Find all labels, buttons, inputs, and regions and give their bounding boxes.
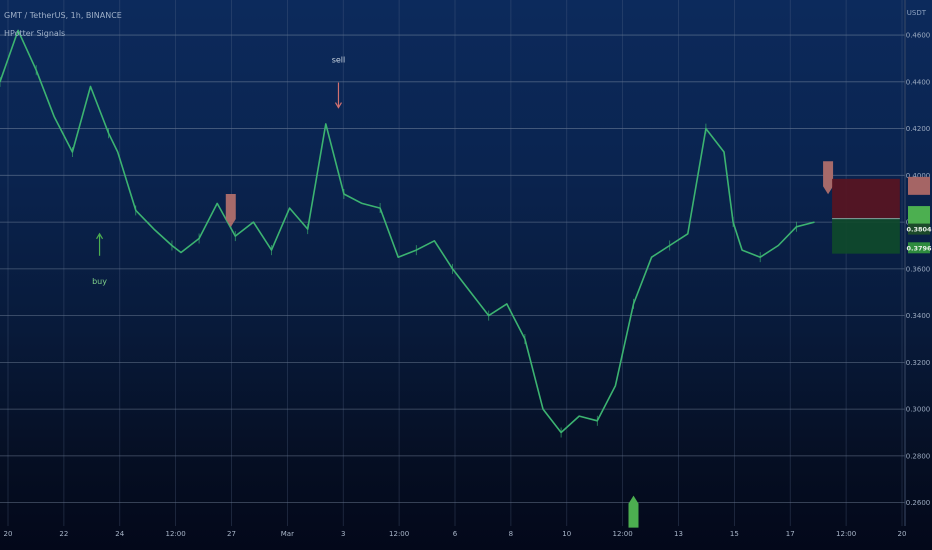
x-tick-label: 12:00 bbox=[166, 530, 186, 538]
x-tick-label: 6 bbox=[453, 530, 458, 538]
chart-title: GMT / TetherUS, 1h, BINANCE bbox=[4, 11, 122, 20]
y-tick-label: 0.3000 bbox=[906, 406, 931, 414]
x-tick-label: 22 bbox=[59, 530, 68, 538]
x-tick-label: 27 bbox=[227, 530, 236, 538]
indicator-label[interactable]: HPotter Signals bbox=[4, 29, 66, 38]
x-tick-label: 10 bbox=[562, 530, 571, 538]
arrow-head bbox=[334, 102, 342, 109]
signal-markers: buy sell bbox=[92, 56, 834, 528]
x-tick-label: 17 bbox=[786, 530, 795, 538]
price-tag bbox=[908, 206, 930, 225]
signal-label: buy bbox=[92, 277, 107, 286]
price-tag bbox=[908, 223, 930, 235]
signal-label: sell bbox=[332, 56, 346, 65]
target-zone bbox=[832, 218, 900, 254]
flag-shape bbox=[823, 161, 834, 195]
x-tick-label: 20 bbox=[4, 530, 13, 538]
signal-arrow-up: buy bbox=[92, 232, 107, 286]
signal-arrow-down: sell bbox=[332, 56, 346, 109]
x-tick-label: 20 bbox=[898, 530, 907, 538]
signal-flag-down bbox=[225, 194, 236, 228]
y-tick-label: 0.4600 bbox=[906, 32, 931, 40]
x-tick-label: 12:00 bbox=[389, 530, 409, 538]
y-tick-label: 0.3400 bbox=[906, 312, 931, 320]
x-tick-label: Mar bbox=[281, 530, 294, 538]
signal-flag-up bbox=[628, 495, 639, 528]
y-axis: 0.46000.44000.42000.40000.38000.36000.34… bbox=[906, 32, 931, 508]
x-tick-label: 12:00 bbox=[836, 530, 856, 538]
x-tick-label: 3 bbox=[341, 530, 345, 538]
stop-zone bbox=[832, 178, 900, 219]
y-tick-label: 0.4000 bbox=[906, 172, 931, 180]
price-tag bbox=[908, 242, 930, 254]
arrow-head bbox=[96, 232, 104, 240]
currency-unit: USDT bbox=[906, 9, 926, 17]
price-line bbox=[0, 29, 815, 434]
y-tick-label: 0.2800 bbox=[906, 452, 931, 460]
x-tick-label: 15 bbox=[730, 530, 739, 538]
y-tick-label: 0.3600 bbox=[906, 265, 931, 273]
x-tick-label: 8 bbox=[509, 530, 513, 538]
position-box[interactable] bbox=[832, 178, 900, 254]
y-tick-label: 0.2600 bbox=[906, 499, 931, 507]
y-tick-label: 0.4200 bbox=[906, 125, 931, 133]
price-tag-text: 0.3796 bbox=[906, 244, 932, 252]
x-tick-label: 13 bbox=[674, 530, 683, 538]
price-labels: 0.3804 0.3796 bbox=[906, 176, 932, 254]
x-tick-label: 12:00 bbox=[613, 530, 633, 538]
y-tick-label: 0.3200 bbox=[906, 359, 931, 367]
flag-shape bbox=[628, 495, 639, 528]
x-tick-label: 24 bbox=[115, 530, 124, 538]
x-axis: 20 22 24 12:00 27 Mar 3 12:00 6 8 10 12:00 13 15 17 12:… bbox=[4, 530, 907, 538]
flag-shape bbox=[225, 194, 236, 228]
chart-grid bbox=[0, 0, 906, 526]
price-tag-text: 0.3804 bbox=[906, 226, 932, 234]
signal-flag-down bbox=[823, 161, 834, 195]
plot-area[interactable] bbox=[0, 29, 815, 438]
y-tick-label: 0.4400 bbox=[906, 78, 931, 86]
price-tag bbox=[908, 176, 930, 195]
